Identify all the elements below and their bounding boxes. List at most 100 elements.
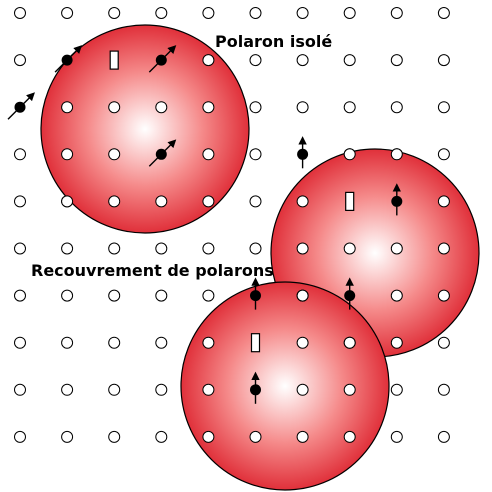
lattice-site [437, 7, 450, 19]
lattice-site [249, 54, 262, 67]
lattice-site [202, 101, 215, 114]
lattice-site [249, 430, 262, 443]
overlap-polarons-label: Recouvrement de polarons [31, 261, 274, 280]
lattice-site [14, 195, 26, 208]
lattice-site [202, 7, 215, 19]
lattice-site [14, 430, 26, 443]
lattice-site [108, 195, 121, 208]
lattice-site [155, 383, 168, 396]
lattice-site [61, 7, 74, 19]
spin-dot [391, 195, 403, 207]
lattice-site [202, 289, 215, 302]
lattice-site [155, 101, 168, 114]
lattice-site [296, 242, 309, 255]
spin-site [250, 371, 261, 404]
lattice-site [202, 336, 215, 349]
polaron-cloud-isolated [40, 24, 250, 234]
lattice-site [437, 195, 450, 208]
lattice-site [202, 430, 215, 443]
spin-dot [155, 54, 167, 66]
lattice-site [437, 430, 450, 443]
lattice-site [437, 289, 450, 302]
lattice-site [437, 242, 450, 255]
lattice-site [249, 242, 262, 255]
lattice-site [108, 7, 121, 19]
lattice-site [155, 195, 168, 208]
lattice-site [14, 242, 26, 255]
spin-site [297, 136, 309, 169]
lattice-site [437, 383, 450, 396]
lattice-site [437, 101, 450, 114]
lattice-site [390, 101, 403, 114]
lattice-site [390, 289, 403, 302]
lattice-site [390, 336, 403, 349]
lattice-site [249, 101, 262, 114]
lattice-site [155, 242, 168, 255]
lattice-site [155, 336, 168, 349]
polarons [40, 24, 480, 491]
lattice-site [249, 195, 262, 208]
lattice-site [343, 101, 356, 114]
polaron-cloud-overlap-bottom [180, 281, 390, 491]
lattice-site [61, 242, 74, 255]
spin-dot [344, 290, 356, 302]
lattice-site [296, 430, 309, 443]
lattice-site [155, 7, 168, 19]
lattice-site [155, 430, 168, 443]
spin-site [7, 92, 35, 120]
spin-dot [61, 54, 73, 66]
spin-dot [14, 101, 26, 113]
vacancy-marker [250, 333, 261, 353]
spin-dot [155, 148, 167, 160]
lattice-site [296, 336, 309, 349]
lattice-site [437, 148, 450, 161]
lattice-site [390, 7, 403, 19]
lattice-site [61, 430, 74, 443]
lattice-site [108, 289, 121, 302]
isolated-polaron-label: Polaron isolé [215, 32, 332, 51]
lattice-site [108, 383, 121, 396]
lattice-site [202, 383, 215, 396]
lattice-site [14, 7, 26, 19]
lattice-site [343, 54, 356, 67]
spin-dot [250, 290, 261, 302]
lattice-site [296, 383, 309, 396]
lattice-site [296, 7, 309, 19]
lattice-site [202, 54, 215, 67]
lattice-site [14, 383, 26, 396]
lattice-site [14, 54, 26, 67]
spin-dot [250, 384, 261, 396]
lattice-site [61, 289, 74, 302]
lattice-site [343, 242, 356, 255]
lattice-site [202, 148, 215, 161]
lattice-site [14, 336, 26, 349]
vacancy-marker [109, 50, 119, 70]
lattice-site [390, 383, 403, 396]
spin-site [148, 45, 177, 73]
lattice-site [390, 242, 403, 255]
lattice-site [437, 54, 450, 67]
lattice-site [61, 195, 74, 208]
spin-site [344, 277, 356, 310]
lattice-site [296, 289, 309, 302]
spin-site [54, 45, 83, 73]
lattice-site [202, 195, 215, 208]
lattice-site [296, 54, 309, 67]
lattice-site [296, 195, 309, 208]
lattice-site [108, 430, 121, 443]
lattice-site [108, 242, 121, 255]
lattice-site [202, 242, 215, 255]
vacancy-marker [345, 191, 355, 211]
lattice-site [61, 101, 74, 114]
lattice-site [343, 383, 356, 396]
spin-dot [297, 148, 309, 160]
lattice-site [249, 148, 262, 161]
lattice-site [390, 54, 403, 67]
lattice-site [249, 7, 262, 19]
lattice-site [108, 336, 121, 349]
lattice-site [296, 101, 309, 114]
lattice-site [108, 101, 121, 114]
lattice-site [61, 148, 74, 161]
